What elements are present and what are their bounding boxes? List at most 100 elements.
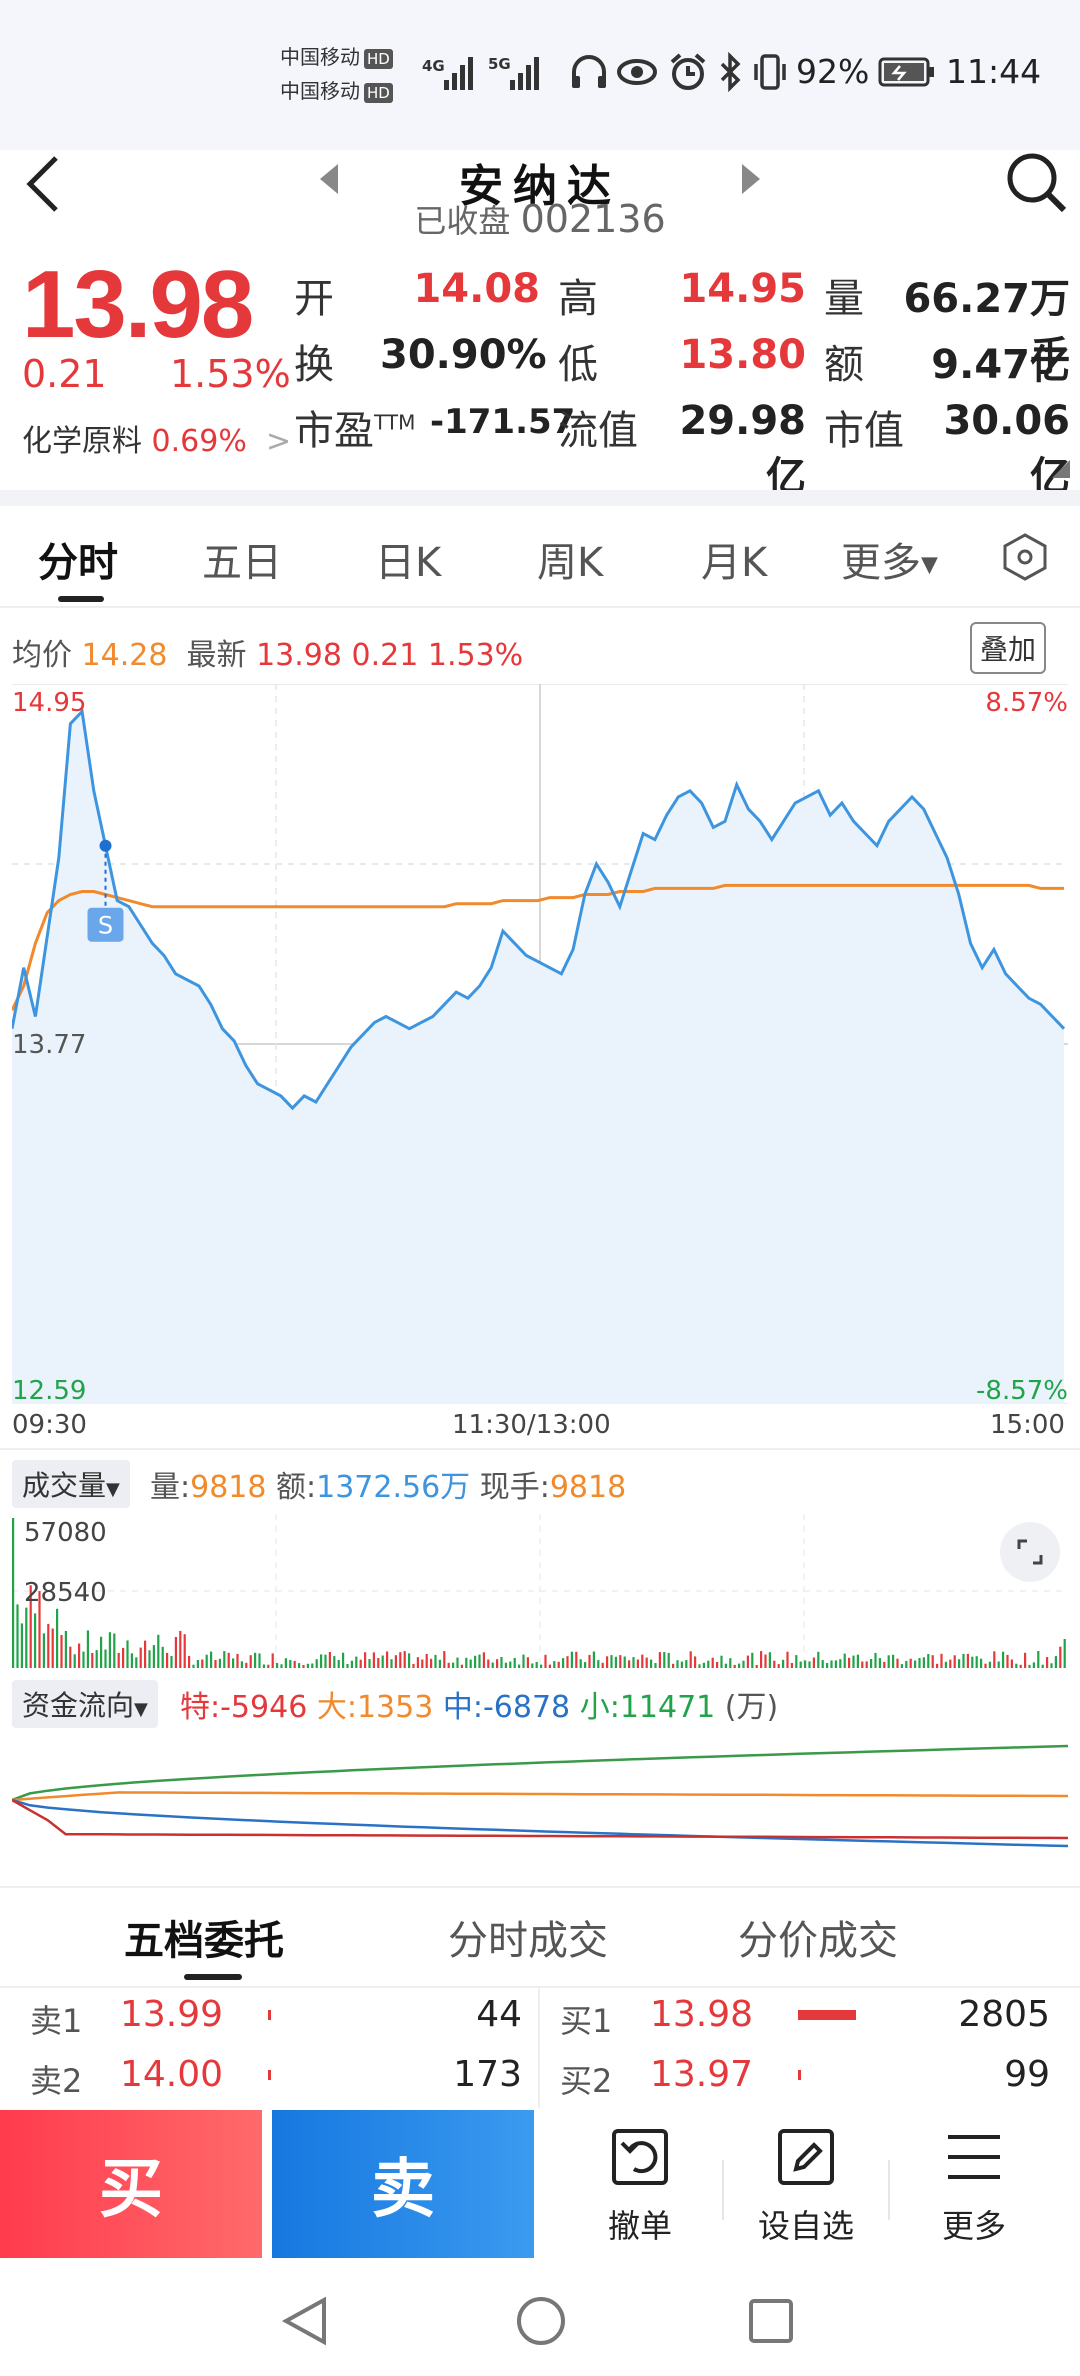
volume-bar [905,1661,908,1668]
tab-month-k[interactable]: 月K [701,540,768,586]
volume-bar [60,1635,63,1668]
back-arrow-icon[interactable] [22,154,66,214]
volume-bar [650,1659,653,1668]
volume-bar [812,1657,815,1668]
add-watchlist-button[interactable]: 设自选 [736,2125,876,2250]
volume-bar [447,1662,450,1668]
volume-bar [922,1657,925,1668]
volume-bar [544,1654,547,1668]
volume-bar [95,1650,98,1668]
y-tick-pct-high: 8.57% [985,688,1068,718]
volume-bar [742,1660,745,1668]
volume-bar [390,1659,393,1668]
volume-bar [500,1657,503,1668]
intraday-chart[interactable]: S [12,684,1068,1404]
volume-bar [240,1661,243,1668]
volume-bar [949,1659,952,1668]
volume-bar [421,1659,424,1668]
tab-intraday[interactable]: 分时 [38,540,118,586]
volume-bar [381,1655,384,1668]
tab-day-k[interactable]: 日K [375,540,442,586]
volume-bar [350,1660,353,1668]
volume-bar [861,1661,864,1668]
nav-back-icon[interactable] [280,2296,330,2346]
volume-bar [623,1656,626,1668]
tab-price-trades[interactable]: 分价成交 [738,1918,898,1964]
volume-bar [975,1656,978,1668]
tab-five-day[interactable]: 五日 [202,540,282,586]
volume-bar [764,1654,767,1668]
expand-corner-icon[interactable] [1052,460,1070,478]
cancel-order-button[interactable]: 撤单 [570,2125,710,2250]
volume-bar [469,1659,472,1668]
sell-button[interactable]: 卖 [272,2110,534,2258]
volume-bar [174,1637,177,1668]
bid1-label: 买1 [560,2002,613,2040]
volume-bar [1024,1652,1027,1668]
volume-bar [663,1652,666,1668]
volume-bar [870,1659,873,1668]
volume-bar [645,1657,648,1668]
amount-value: 9.47亿 [931,342,1070,388]
stock-header: 安纳达 已收盘 002136 13.98 0.21 1.53% 化学原料 0.6… [0,150,1080,500]
volume-bar [227,1652,230,1668]
volume-bar [628,1660,631,1668]
more-actions-button[interactable]: 更多 [904,2125,1044,2250]
volume-bar [729,1658,732,1668]
buy-button[interactable]: 买 [0,2110,262,2258]
volume-bar [900,1664,903,1668]
volume-bar [1050,1663,1053,1668]
volume-bar [122,1647,125,1668]
volume-bar [707,1660,710,1668]
volume-bar [276,1663,279,1668]
alarm-icon [670,53,706,90]
fund-flow-selector[interactable]: 资金流向▼ [12,1680,158,1728]
tab-week-k[interactable]: 周K [537,540,604,586]
volume-bar [320,1654,323,1668]
tab-more[interactable]: 更多▼ [841,540,938,586]
settings-hexagon-icon[interactable] [1000,532,1050,582]
tab-five-level[interactable]: 五档委托 [124,1918,284,1964]
section-divider [0,490,1080,506]
prev-stock-icon[interactable] [318,162,340,196]
volume-bar [412,1663,415,1668]
volume-bar [416,1657,419,1668]
volume-bar [988,1661,991,1668]
volume-selector[interactable]: 成交量▼ [12,1460,130,1508]
nav-home-icon[interactable] [514,2294,568,2348]
pe-label: 市盈TTM [294,408,416,454]
volume-bar [711,1657,714,1668]
volume-bar [302,1665,305,1668]
volume-bar [280,1664,283,1668]
volume-bar [192,1664,195,1668]
volume-bar [328,1652,331,1668]
volume-chart [12,1514,1068,1668]
status-bar: 中国移动 HD 中国移动 HD 4G 5G 92% 11:44 [0,0,1080,150]
carrier-1: 中国移动 HD [280,40,393,74]
volume-bar [724,1663,727,1668]
search-icon[interactable] [1004,150,1070,216]
volume-bar [821,1660,824,1668]
sector-link[interactable]: 化学原料 0.69% > [22,424,292,459]
bid2-price[interactable]: 13.97 [650,2054,754,2095]
volume-bar [359,1659,362,1668]
volume-bar [632,1657,635,1668]
vol-tick-mid: 28540 [24,1578,107,1608]
tab-active-indicator [58,596,104,602]
bid1-price[interactable]: 13.98 [650,1994,754,2035]
volume-bar [579,1659,582,1668]
nav-recents-icon[interactable] [746,2296,796,2346]
volume-bar [293,1660,296,1668]
ask1-price[interactable]: 13.99 [120,1994,224,2035]
volume-bar [676,1660,679,1668]
volume-bar [997,1661,1000,1668]
overlay-button[interactable]: 叠加 [970,622,1047,674]
fullscreen-button[interactable] [1000,1522,1060,1582]
next-stock-icon[interactable] [740,162,762,196]
stock-code: 002136 [520,197,666,241]
ask2-price[interactable]: 14.00 [120,2054,224,2095]
volume-bar [588,1654,591,1668]
tab-time-trades[interactable]: 分时成交 [448,1918,608,1964]
flow-medium-line [12,1798,1068,1848]
bluetooth-icon [720,52,741,92]
